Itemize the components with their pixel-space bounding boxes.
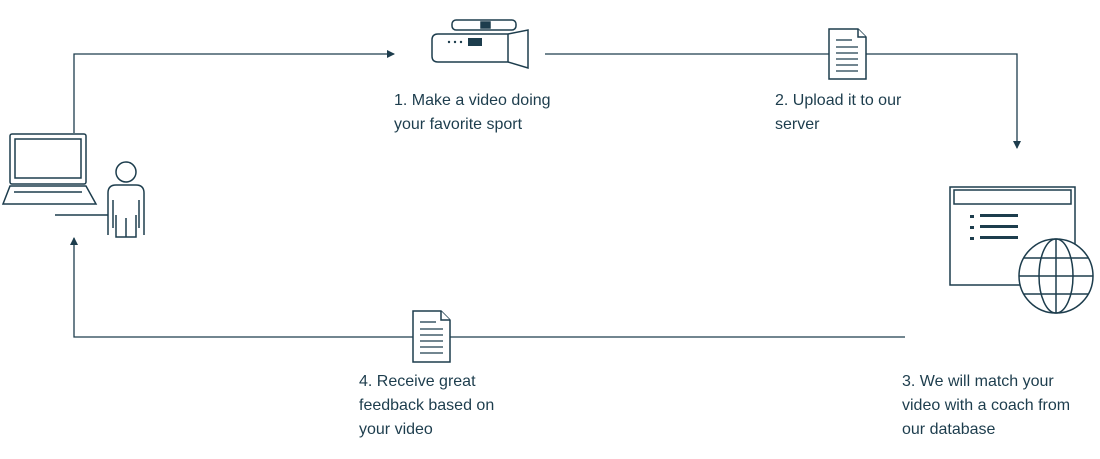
connector-camera-to-database [545, 53, 1021, 149]
step-3-line-3: our database [902, 421, 996, 438]
step-1-line-1: 1. Make a video doing [394, 92, 551, 109]
step-4-line-2: feedback based on [359, 397, 495, 414]
step-4-label: 4. Receive great feedback based on your … [359, 370, 494, 442]
step-2-label: 2. Upload it to our server [775, 89, 901, 137]
step-1-label: 1. Make a video doing your favorite spor… [394, 89, 551, 137]
step-3-line-2: video with a coach from [902, 397, 1071, 414]
step-4-line-1: 4. Receive great [359, 373, 476, 390]
step-3-line-1: 3. We will match your [902, 373, 1054, 390]
web-database-icon [949, 186, 1094, 314]
connector-database-to-user [70, 237, 905, 338]
step-2-line-1: 2. Upload it to our [775, 92, 902, 109]
connector-user-to-camera [73, 50, 395, 133]
step-4-line-3: your video [359, 421, 433, 438]
step-3-label: 3. We will match your video with a coach… [902, 370, 1070, 442]
step-1-line-2: your favorite sport [394, 116, 523, 133]
feedback-document-icon [412, 310, 451, 363]
upload-document-icon [828, 28, 867, 80]
video-camera-icon [431, 19, 529, 70]
list-icon [970, 214, 1018, 240]
laptop-user-icon [1, 133, 145, 238]
globe-icon [1018, 238, 1094, 314]
step-2-line-2: server [775, 116, 820, 133]
